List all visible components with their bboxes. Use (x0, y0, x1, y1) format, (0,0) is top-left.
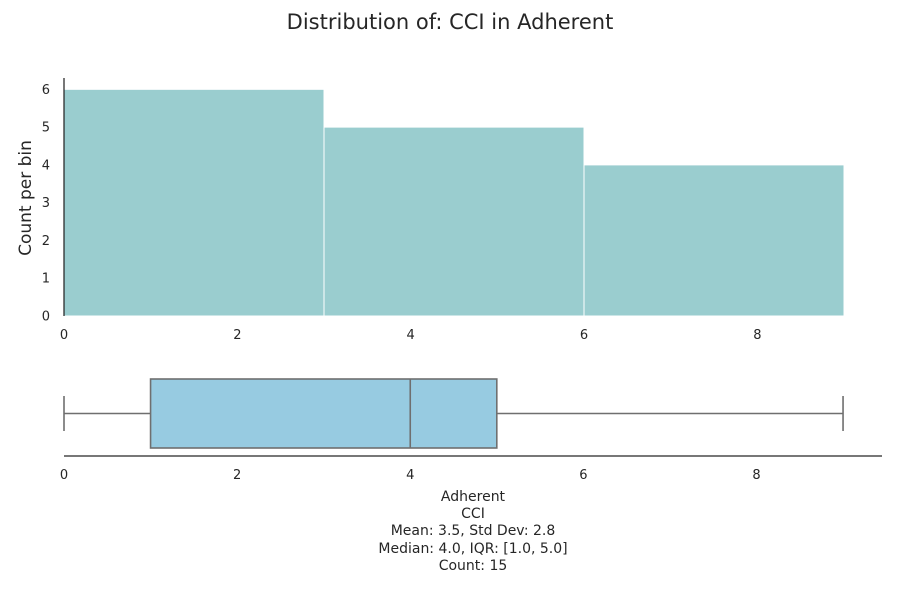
x-tick-label: 6 (580, 328, 588, 343)
histogram-bar-0 (63, 88, 325, 317)
iqr-box (149, 378, 498, 449)
x-tick-label: 8 (753, 328, 761, 343)
y-tick-label: 0 (42, 310, 50, 325)
y-tick-label: 3 (42, 196, 50, 211)
y-tick-label: 2 (42, 234, 50, 249)
y-axis-label: Count per bin (16, 140, 36, 256)
histogram-bar-1 (323, 126, 585, 317)
x-tick-label: 6 (579, 468, 587, 483)
stats-mean-std: Mean: 3.5, Std Dev: 2.8 (391, 523, 556, 539)
stats-median-iqr: Median: 4.0, IQR: [1.0, 5.0] (378, 541, 567, 557)
stats-variable-label: CCI (461, 506, 485, 522)
x-tick-label: 4 (406, 468, 414, 483)
x-tick-label: 2 (233, 468, 241, 483)
y-tick-label: 6 (42, 83, 50, 98)
y-tick-label: 4 (42, 158, 50, 173)
y-tick-label: 5 (42, 121, 50, 136)
x-tick-label: 0 (60, 468, 68, 483)
stats-group-label: Adherent (441, 489, 506, 505)
histogram-bar-2 (583, 164, 845, 317)
x-tick-label: 4 (407, 328, 415, 343)
y-tick-label: 1 (42, 272, 50, 287)
chart-title: Distribution of: CCI in Adherent (287, 10, 614, 34)
x-tick-label: 8 (752, 468, 760, 483)
stats-count: Count: 15 (439, 558, 508, 574)
x-tick-label: 2 (233, 328, 241, 343)
histogram-panel: 0 1 2 3 4 5 6 0 2 4 6 8 (42, 78, 845, 343)
boxplot-panel: 0 2 4 6 8 (60, 378, 882, 483)
summary-statistics: Adherent CCI Mean: 3.5, Std Dev: 2.8 Med… (378, 489, 567, 574)
x-tick-label: 0 (60, 328, 68, 343)
